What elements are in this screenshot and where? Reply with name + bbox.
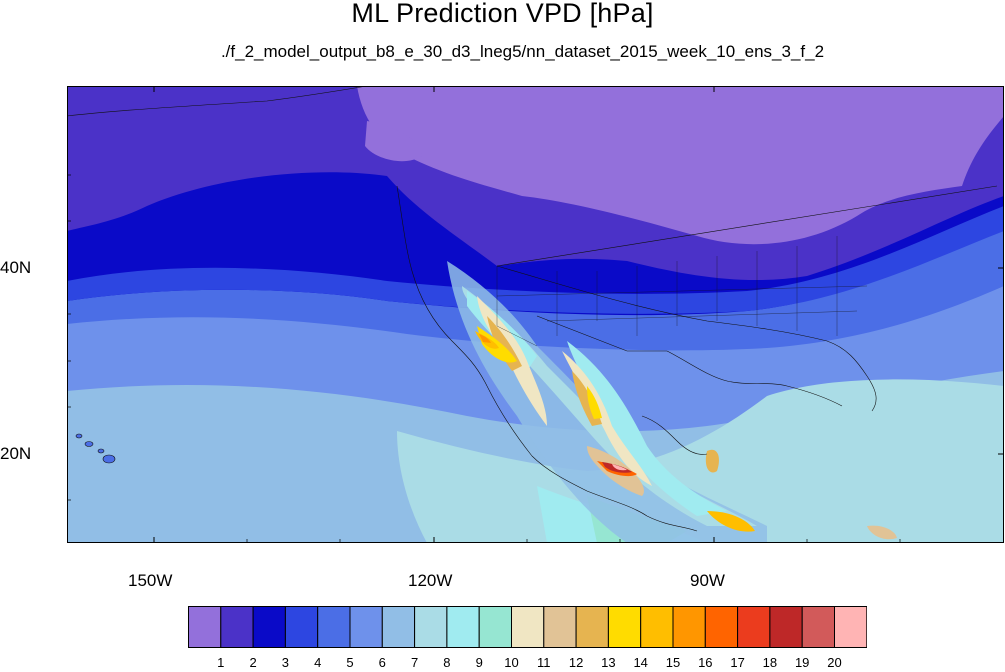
colorbar-tick-label: 11 [537, 655, 551, 670]
colorbar-tick-label: 7 [410, 655, 419, 670]
colorbar-swatch [349, 606, 383, 648]
band-1hpa-north [357, 86, 1004, 245]
colorbar-swatch [188, 606, 222, 648]
colorbar-swatch [543, 606, 577, 648]
colorbar-swatch [704, 606, 739, 648]
colorbar-swatch [801, 606, 836, 648]
colorbar-swatch [414, 606, 448, 648]
lon-label-90w: 90W [690, 571, 725, 590]
band-1hpa-pacific-patch [365, 121, 422, 162]
band-5hpa [67, 226, 1004, 351]
colorbar-swatch [575, 606, 609, 648]
colorbar-tick-label: 17 [730, 655, 745, 670]
colorbar-tick-label: 16 [698, 655, 713, 670]
colorbar-swatch [737, 606, 771, 648]
colorbar-tick-label: 9 [475, 655, 483, 670]
land-14hpa [477, 326, 602, 419]
colorbar-swatch [446, 606, 480, 648]
land-13hpa-yucatan [705, 449, 719, 473]
colorbar-swatch [317, 606, 351, 648]
colorbar-tick-label: 19 [794, 655, 810, 670]
land-11hpa [477, 296, 652, 486]
colorbar-tick-label: 12 [568, 655, 584, 670]
colorbar-swatch [220, 606, 254, 648]
colorbar-tick-label: 13 [601, 655, 616, 670]
lon-label-150w: 150W [128, 571, 173, 590]
land-20hpa-south [612, 464, 627, 471]
state-borders [496, 236, 868, 347]
colorbar-swatch [640, 606, 674, 648]
colorbar-tick-label: 10 [504, 655, 519, 670]
colorbar-tick-label: 6 [378, 655, 386, 670]
colorbar-tick-label: 20 [827, 655, 842, 670]
coastlines [67, 86, 998, 532]
colorbar-swatch [284, 606, 319, 648]
colorbar-swatch [769, 606, 803, 648]
colorbar-swatch [834, 606, 868, 648]
land-13hpa [487, 316, 602, 426]
map-title: ML Prediction VPD [hPa] [351, 0, 654, 28]
lon-label-120w: 120W [408, 571, 453, 590]
lat-label-20n: 20N [0, 444, 32, 463]
colorbar-tick-label: 3 [281, 655, 289, 670]
colorbar-swatch [511, 606, 545, 648]
colorbar-tick-label: 8 [443, 655, 451, 670]
map-frame [67, 86, 1004, 543]
colorbar-tick-label: 18 [762, 655, 778, 670]
colorbar-tick-label: 2 [249, 655, 257, 670]
colorbar-swatch [478, 606, 513, 648]
map-subtitle: ./f_2_model_output_b8_e_30_d3_lneg5/nn_d… [220, 42, 825, 61]
colorbar-tick-label: 4 [314, 655, 322, 670]
colorbar-swatch [381, 606, 416, 648]
band-4hpa [67, 206, 1004, 314]
colorbar-swatch [607, 606, 642, 648]
colorbar-tick-label: 15 [665, 655, 681, 670]
colorbar-tick-label: 5 [346, 655, 354, 670]
land-16hpa [479, 334, 491, 343]
colorbar-tick-label: 1 [217, 655, 225, 670]
land-14hpa-central-am [707, 511, 755, 532]
land-12hpa-carib [867, 525, 897, 540]
lat-label-40n: 40N [0, 258, 32, 277]
vpd-map [67, 86, 1004, 543]
colorbar-tick-label: 14 [633, 655, 648, 670]
hawaii-islands [75, 433, 116, 464]
colorbar-swatch [252, 606, 286, 648]
colorbar-swatch [672, 606, 706, 648]
colorbar [188, 606, 868, 653]
